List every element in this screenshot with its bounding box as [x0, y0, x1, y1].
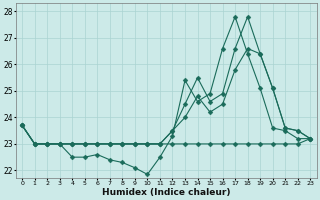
X-axis label: Humidex (Indice chaleur): Humidex (Indice chaleur) — [102, 188, 230, 197]
